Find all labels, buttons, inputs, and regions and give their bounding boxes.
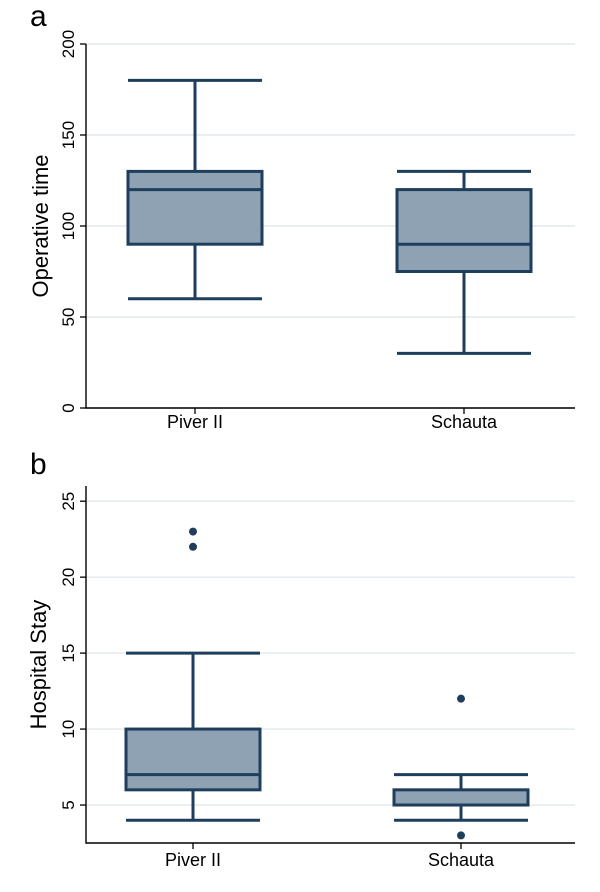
y-tick-label: 0 — [59, 403, 78, 412]
x-category-label: Schauta — [428, 850, 495, 870]
outlier-point — [189, 542, 197, 551]
x-category-label: Piver II — [167, 412, 223, 432]
outlier-point — [457, 831, 465, 840]
y-tick-label: 15 — [59, 644, 78, 663]
box-piver-ii: Piver II — [126, 78, 264, 432]
y-tick-label: 50 — [59, 308, 78, 327]
panel-label: a — [30, 0, 47, 33]
iqr-box — [124, 727, 262, 792]
y-tick-label: 100 — [59, 212, 78, 240]
box-piver-ii: Piver II — [124, 527, 262, 870]
x-category-label: Piver II — [165, 850, 221, 870]
y-tick-label: 10 — [59, 720, 78, 739]
outlier-point — [189, 527, 197, 536]
y-tick-label: 5 — [59, 800, 78, 809]
iqr-box — [392, 788, 530, 807]
y-axis-label: Operative time — [28, 154, 53, 297]
box-schauta: Schauta — [395, 169, 533, 432]
x-category-label: Schauta — [431, 412, 498, 432]
y-tick-label: 25 — [59, 492, 78, 511]
axes — [85, 44, 575, 409]
iqr-box — [395, 188, 533, 274]
y-tick-label: 150 — [59, 121, 78, 149]
outlier-point — [457, 694, 465, 703]
y-axis-label: Hospital Stay — [26, 600, 51, 730]
axes — [85, 486, 575, 844]
y-tick-label: 200 — [59, 30, 78, 58]
box-schauta: Schauta — [392, 694, 530, 870]
panel-a: a 0 50 100 150 200 Operative time Piver II Schau… — [28, 0, 575, 432]
panel-label: b — [30, 448, 47, 481]
y-tick-label: 20 — [59, 568, 78, 587]
panel-b: b 5 10 15 20 25 Hospital Stay Piver II Schauta — [26, 448, 575, 870]
iqr-box — [126, 169, 264, 246]
